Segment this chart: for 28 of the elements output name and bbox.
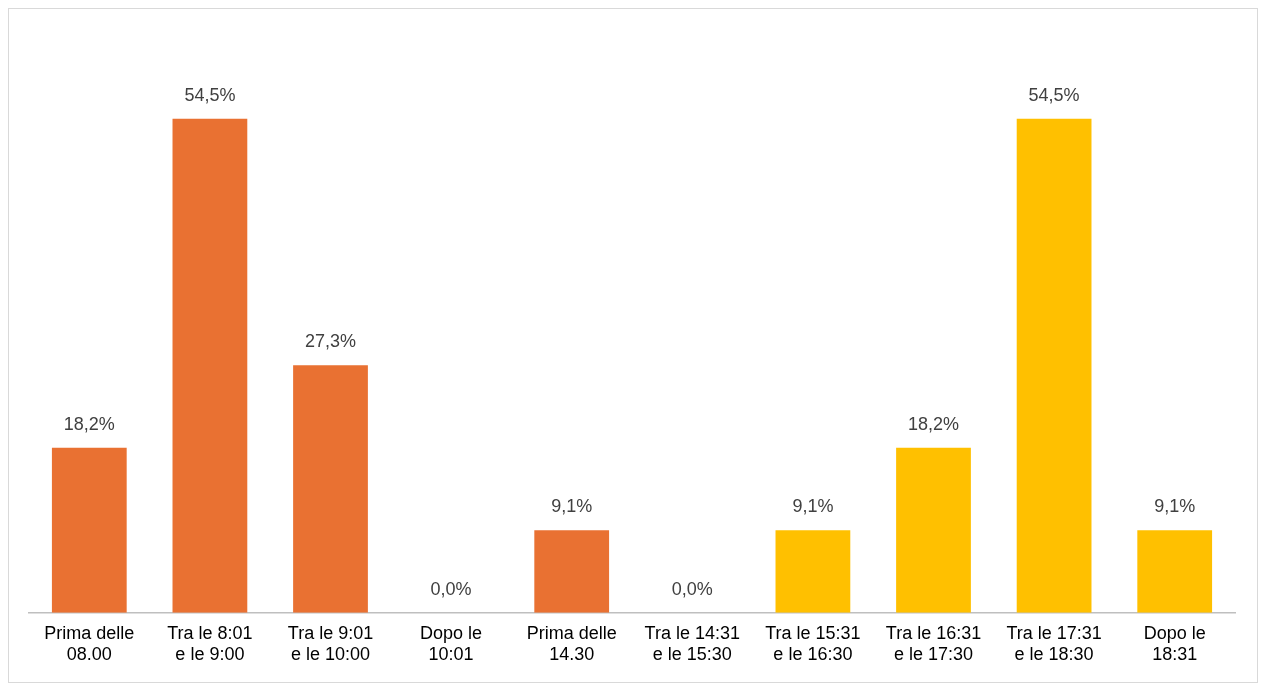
- data-label: 18,2%: [907, 413, 960, 434]
- bar: [534, 530, 610, 613]
- data-label: 9,1%: [1154, 496, 1196, 517]
- bar: [51, 447, 127, 613]
- bar: [775, 530, 851, 613]
- x-tick-label: Tra le 14:31 e le 15:30: [644, 622, 740, 665]
- bar: [293, 365, 368, 613]
- data-label: 9,1%: [792, 496, 834, 517]
- data-label: 0,0%: [671, 578, 713, 599]
- x-tick-label: Tra le 17:31 e le 18:30: [1006, 622, 1102, 665]
- x-tick-label: Prima delle 08.00: [44, 622, 135, 665]
- x-tick-label: Tra le 16:31 e le 17:30: [885, 622, 982, 665]
- x-tick-label: Tra le 8:01 e le 9:00: [167, 622, 253, 665]
- bar: [896, 447, 971, 613]
- data-label: 54,5%: [184, 84, 236, 105]
- data-label: 18,2%: [63, 413, 115, 434]
- data-label: 27,3%: [304, 331, 357, 352]
- bar: [1016, 118, 1092, 613]
- x-tick-label: Prima delle 14.30: [526, 622, 617, 665]
- bar: [172, 118, 248, 613]
- x-tick-label: Dopo le 18:31: [1143, 622, 1206, 665]
- data-label: 9,1%: [551, 496, 593, 517]
- data-label: 54,5%: [1028, 84, 1080, 105]
- x-tick-label: Tra le 15:31 e le 16:30: [765, 622, 861, 665]
- data-label: 0,0%: [430, 578, 472, 599]
- x-tick-label: Dopo le 10:01: [420, 622, 483, 665]
- bar: [1137, 530, 1213, 613]
- x-tick-label: Tra le 9:01 e le 10:00: [287, 622, 374, 665]
